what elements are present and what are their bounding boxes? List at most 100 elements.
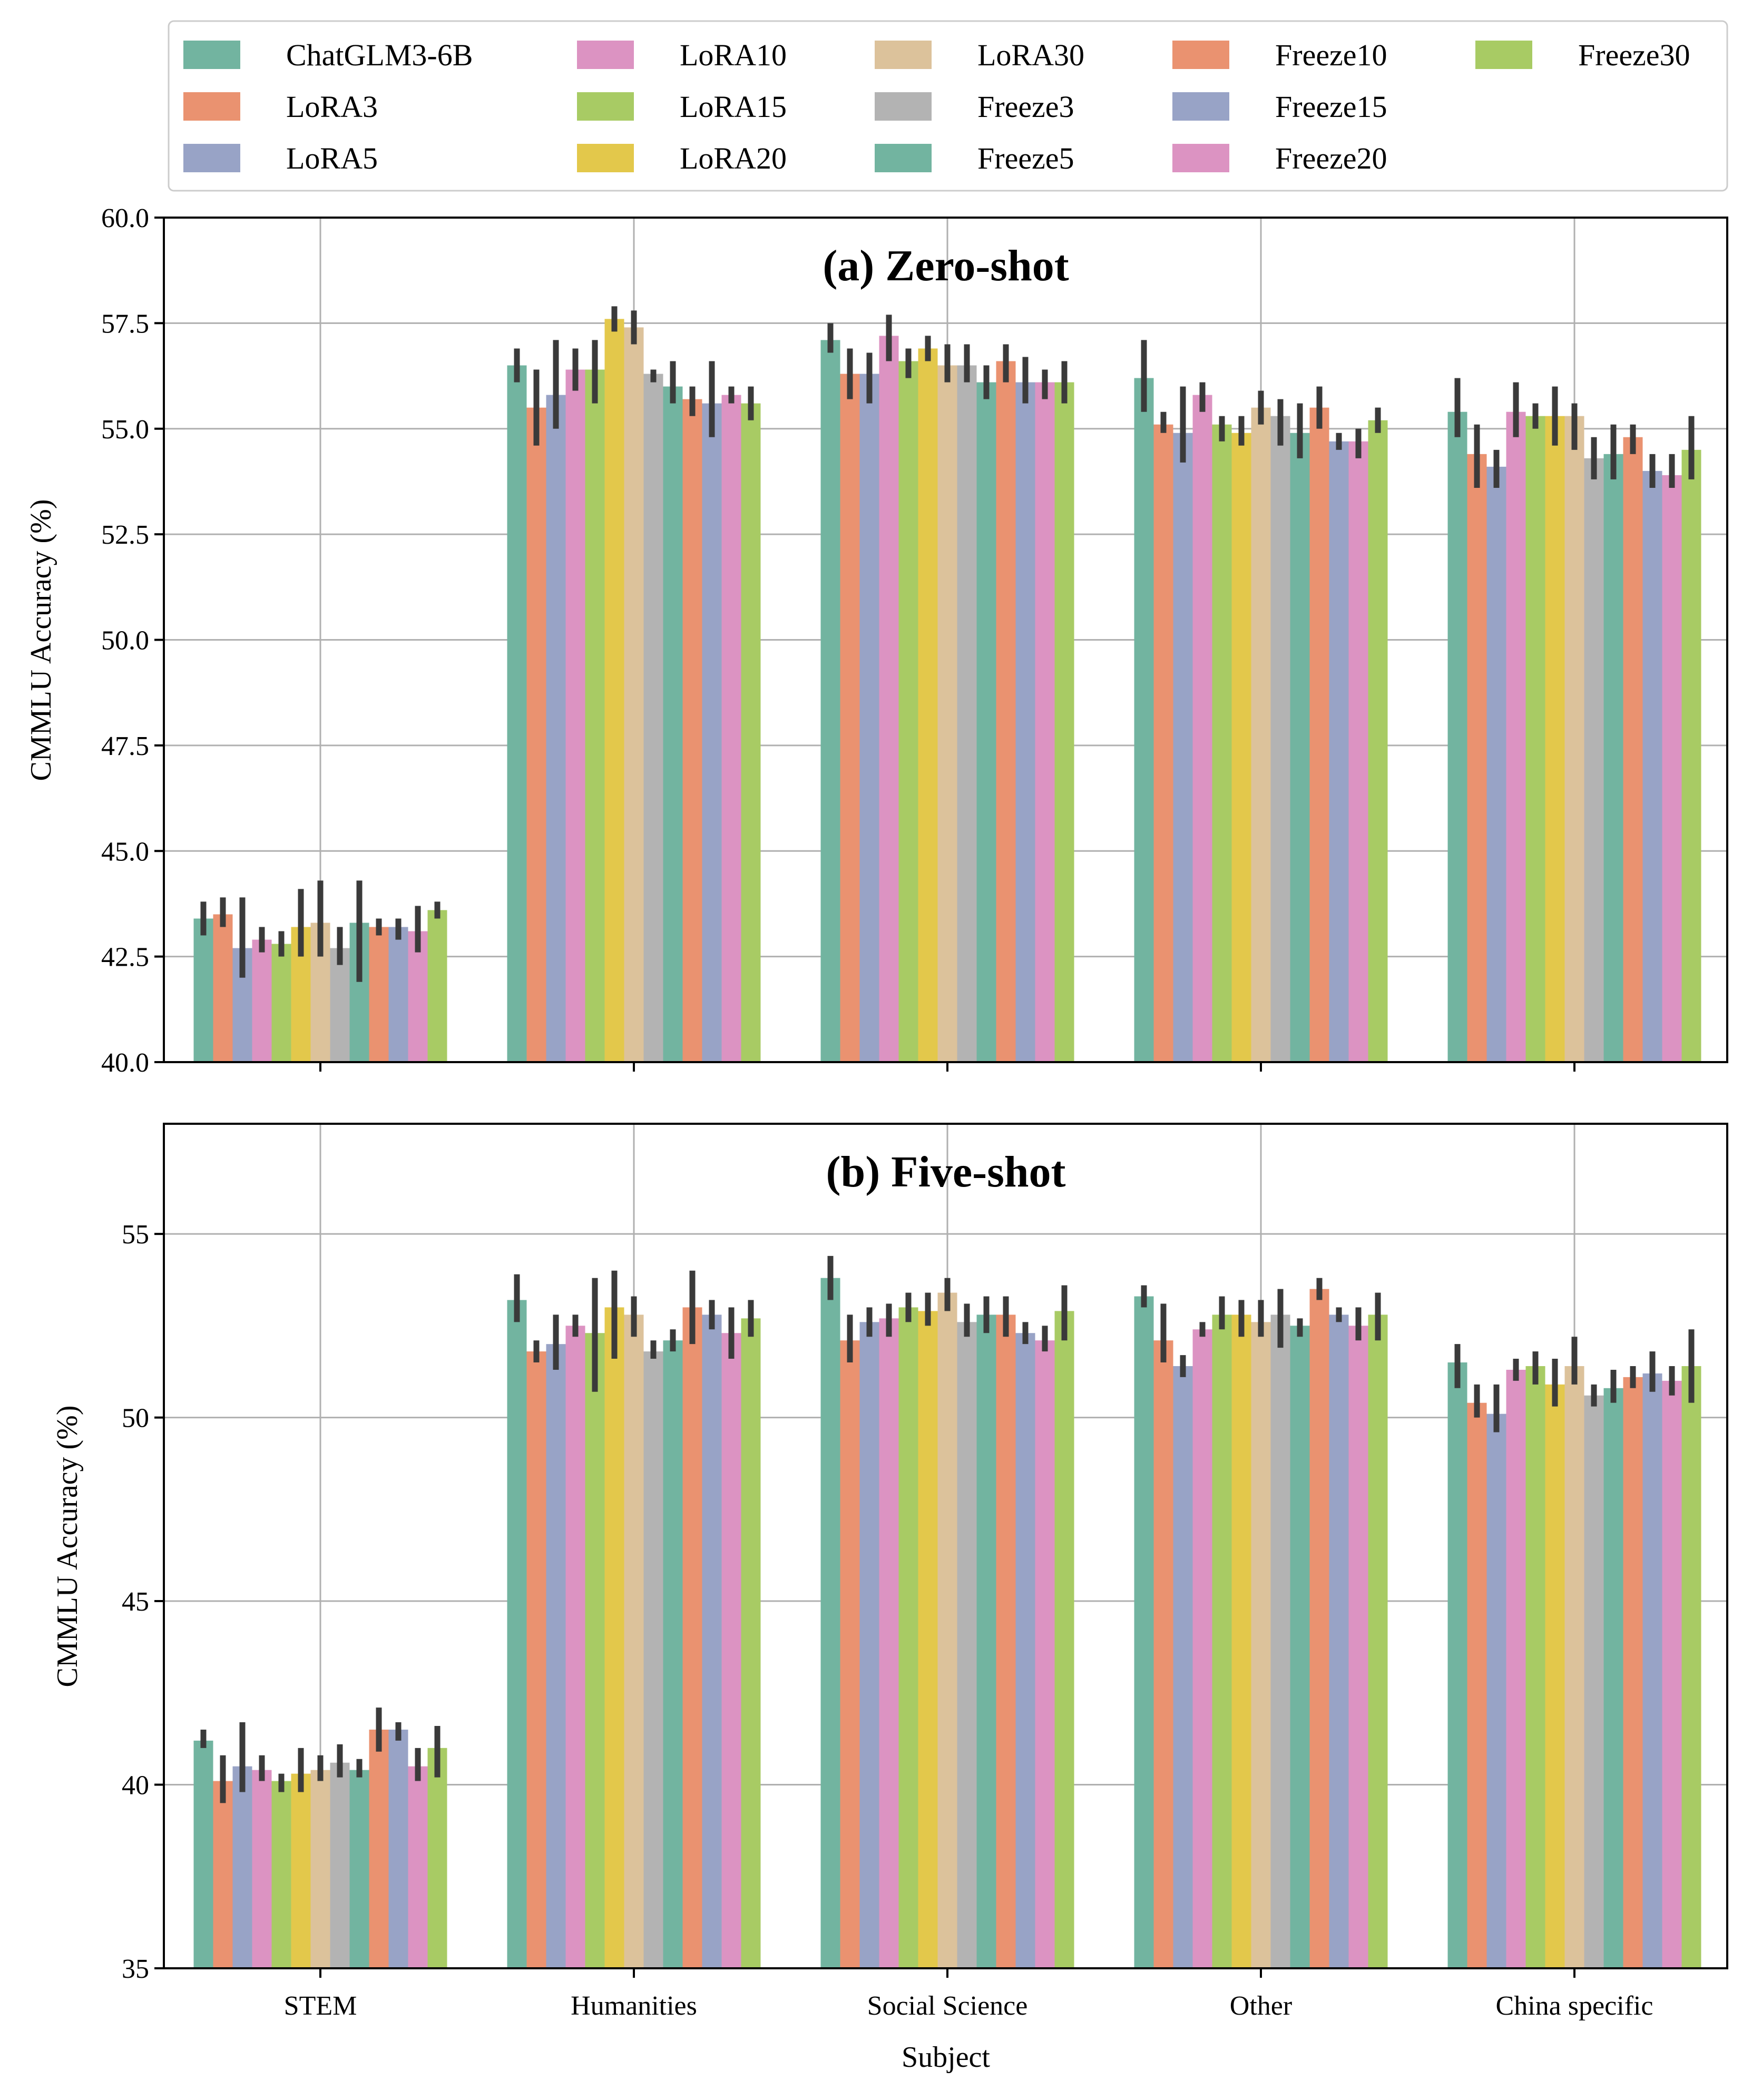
bar-zero-shot-freeze20-social-science	[1035, 382, 1055, 1063]
bar-zero-shot-lora5-social-science	[859, 374, 879, 1063]
legend-swatch-chatglm3-6b	[183, 41, 240, 69]
bar-five-shot-freeze30-social-science	[1054, 1311, 1074, 1968]
bar-five-shot-lora10-stem	[252, 1770, 272, 1968]
bar-zero-shot-lora15-china-specific	[1525, 416, 1545, 1062]
bar-five-shot-lora3-other	[1153, 1340, 1173, 1968]
bar-five-shot-freeze10-other	[1309, 1289, 1329, 1968]
bar-five-shot-freeze10-social-science	[996, 1314, 1016, 1968]
legend-swatch-freeze3	[875, 92, 932, 121]
bar-five-shot-lora5-stem	[232, 1766, 252, 1968]
bar-five-shot-lora10-humanities	[565, 1326, 585, 1968]
bar-zero-shot-freeze3-stem	[330, 948, 350, 1062]
bar-zero-shot-lora5-other	[1173, 433, 1193, 1062]
bar-zero-shot-freeze20-stem	[408, 931, 428, 1062]
legend-label-freeze3: Freeze3	[977, 90, 1074, 124]
y-tick-label-zero-shot: 40.0	[101, 1048, 149, 1078]
bar-five-shot-lora3-stem	[213, 1781, 233, 1968]
legend-swatch-lora20	[577, 144, 634, 172]
bar-zero-shot-lora15-other	[1212, 424, 1232, 1062]
bar-five-shot-freeze5-stem	[349, 1770, 369, 1968]
y-tick-label-five-shot: 35	[122, 1954, 149, 1984]
bar-zero-shot-lora20-china-specific	[1545, 416, 1565, 1062]
x-tick-label-other: Other	[1230, 1991, 1292, 2021]
bar-zero-shot-lora30-social-science	[937, 365, 957, 1062]
bar-zero-shot-freeze20-other	[1348, 441, 1368, 1063]
x-tick-label-social-science: Social Science	[867, 1991, 1028, 2021]
bar-five-shot-lora20-social-science	[918, 1311, 938, 1968]
panel-five-shot: 35 40 45 50 55 STEM Humanities Social Science O…	[51, 1123, 1728, 2074]
y-tick-label-zero-shot: 50.0	[101, 626, 149, 656]
bar-zero-shot-lora10-other	[1192, 395, 1212, 1062]
bar-five-shot-lora15-china-specific	[1525, 1366, 1545, 1968]
legend-label-lora3: LoRA3	[286, 90, 378, 124]
y-tick-label-zero-shot: 52.5	[101, 520, 149, 550]
legend-label-freeze10: Freeze10	[1275, 38, 1387, 72]
bar-zero-shot-freeze3-humanities	[643, 374, 663, 1063]
bar-zero-shot-freeze10-social-science	[996, 361, 1016, 1062]
bar-five-shot-freeze3-china-specific	[1584, 1395, 1604, 1968]
bar-zero-shot-freeze15-social-science	[1015, 382, 1035, 1063]
legend-swatch-freeze30	[1475, 41, 1532, 69]
bar-five-shot-freeze15-social-science	[1015, 1333, 1035, 1968]
x-tick-label-china-specific: China specific	[1496, 1991, 1653, 2021]
bar-zero-shot-lora10-stem	[252, 939, 272, 1062]
bar-zero-shot-chatglm3-6b-other	[1134, 378, 1154, 1062]
bar-zero-shot-lora30-other	[1251, 407, 1271, 1062]
legend-label-lora20: LoRA20	[680, 141, 787, 175]
bar-five-shot-freeze15-stem	[388, 1729, 408, 1968]
bar-zero-shot-lora10-china-specific	[1506, 411, 1526, 1063]
legend-label-lora15: LoRA15	[680, 90, 787, 124]
bar-five-shot-lora10-other	[1192, 1329, 1212, 1968]
bar-zero-shot-freeze30-humanities	[741, 403, 761, 1063]
bar-zero-shot-freeze20-china-specific	[1662, 475, 1682, 1062]
y-axis-label-zero-shot: CMMLU Accuracy (%)	[25, 499, 57, 781]
bar-zero-shot-lora15-social-science	[898, 361, 918, 1062]
panel-title-zero-shot: (a) Zero-shot	[823, 241, 1069, 290]
bar-five-shot-lora20-stem	[291, 1773, 311, 1968]
legend: ChatGLM3-6B LoRA3 LoRA5 LoRA10 LoRA15 LoRA20 L…	[168, 20, 1728, 192]
y-tick-label-zero-shot: 57.5	[101, 309, 149, 339]
bar-five-shot-chatglm3-6b-social-science	[820, 1278, 840, 1968]
bar-five-shot-freeze20-other	[1348, 1326, 1368, 1968]
bar-five-shot-chatglm3-6b-stem	[193, 1740, 213, 1968]
bar-zero-shot-lora5-humanities	[546, 395, 566, 1062]
bar-five-shot-lora5-china-specific	[1486, 1414, 1506, 1968]
y-tick-label-zero-shot: 47.5	[101, 731, 149, 761]
bar-five-shot-freeze20-stem	[408, 1766, 428, 1968]
y-tick-label-zero-shot: 55.0	[101, 415, 149, 445]
bar-zero-shot-lora30-china-specific	[1564, 416, 1584, 1062]
bar-five-shot-freeze10-stem	[369, 1729, 389, 1968]
bar-zero-shot-freeze10-humanities	[682, 399, 702, 1062]
bar-five-shot-freeze15-china-specific	[1642, 1373, 1662, 1968]
bar-zero-shot-freeze5-china-specific	[1603, 454, 1623, 1062]
bar-zero-shot-lora10-social-science	[879, 336, 899, 1063]
bar-zero-shot-freeze5-social-science	[976, 382, 996, 1063]
bar-five-shot-freeze3-humanities	[643, 1351, 663, 1968]
bar-zero-shot-lora3-china-specific	[1467, 454, 1487, 1062]
x-axis-label: Subject	[902, 2041, 990, 2074]
bar-zero-shot-freeze30-china-specific	[1681, 449, 1701, 1063]
bar-five-shot-lora15-other	[1212, 1314, 1232, 1968]
y-tick-label-zero-shot: 60.0	[101, 203, 149, 233]
bar-five-shot-lora20-other	[1231, 1314, 1251, 1968]
bar-five-shot-lora15-social-science	[898, 1307, 918, 1968]
y-tick-label-five-shot: 55	[122, 1220, 149, 1250]
legend-label-freeze20: Freeze20	[1275, 141, 1387, 175]
bar-five-shot-chatglm3-6b-humanities	[507, 1300, 527, 1968]
legend-label-freeze15: Freeze15	[1275, 90, 1387, 124]
bar-five-shot-freeze30-humanities	[741, 1318, 761, 1968]
plot-frame-five-shot	[163, 1123, 1728, 1969]
x-tick-label-stem: STEM	[284, 1991, 357, 2021]
bar-zero-shot-freeze10-stem	[369, 927, 389, 1062]
legend-label-lora30: LoRA30	[977, 38, 1084, 72]
y-axis-label-five-shot: CMMLU Accuracy (%)	[51, 1406, 84, 1687]
legend-swatch-freeze5	[875, 144, 932, 172]
legend-label-lora5: LoRA5	[286, 141, 378, 175]
bar-five-shot-lora15-humanities	[585, 1333, 605, 1968]
bar-zero-shot-freeze3-china-specific	[1584, 458, 1604, 1062]
legend-frame	[168, 20, 1728, 192]
bar-zero-shot-freeze30-social-science	[1054, 382, 1074, 1063]
bar-zero-shot-freeze15-humanities	[702, 403, 722, 1063]
bar-zero-shot-lora10-humanities	[565, 369, 585, 1062]
